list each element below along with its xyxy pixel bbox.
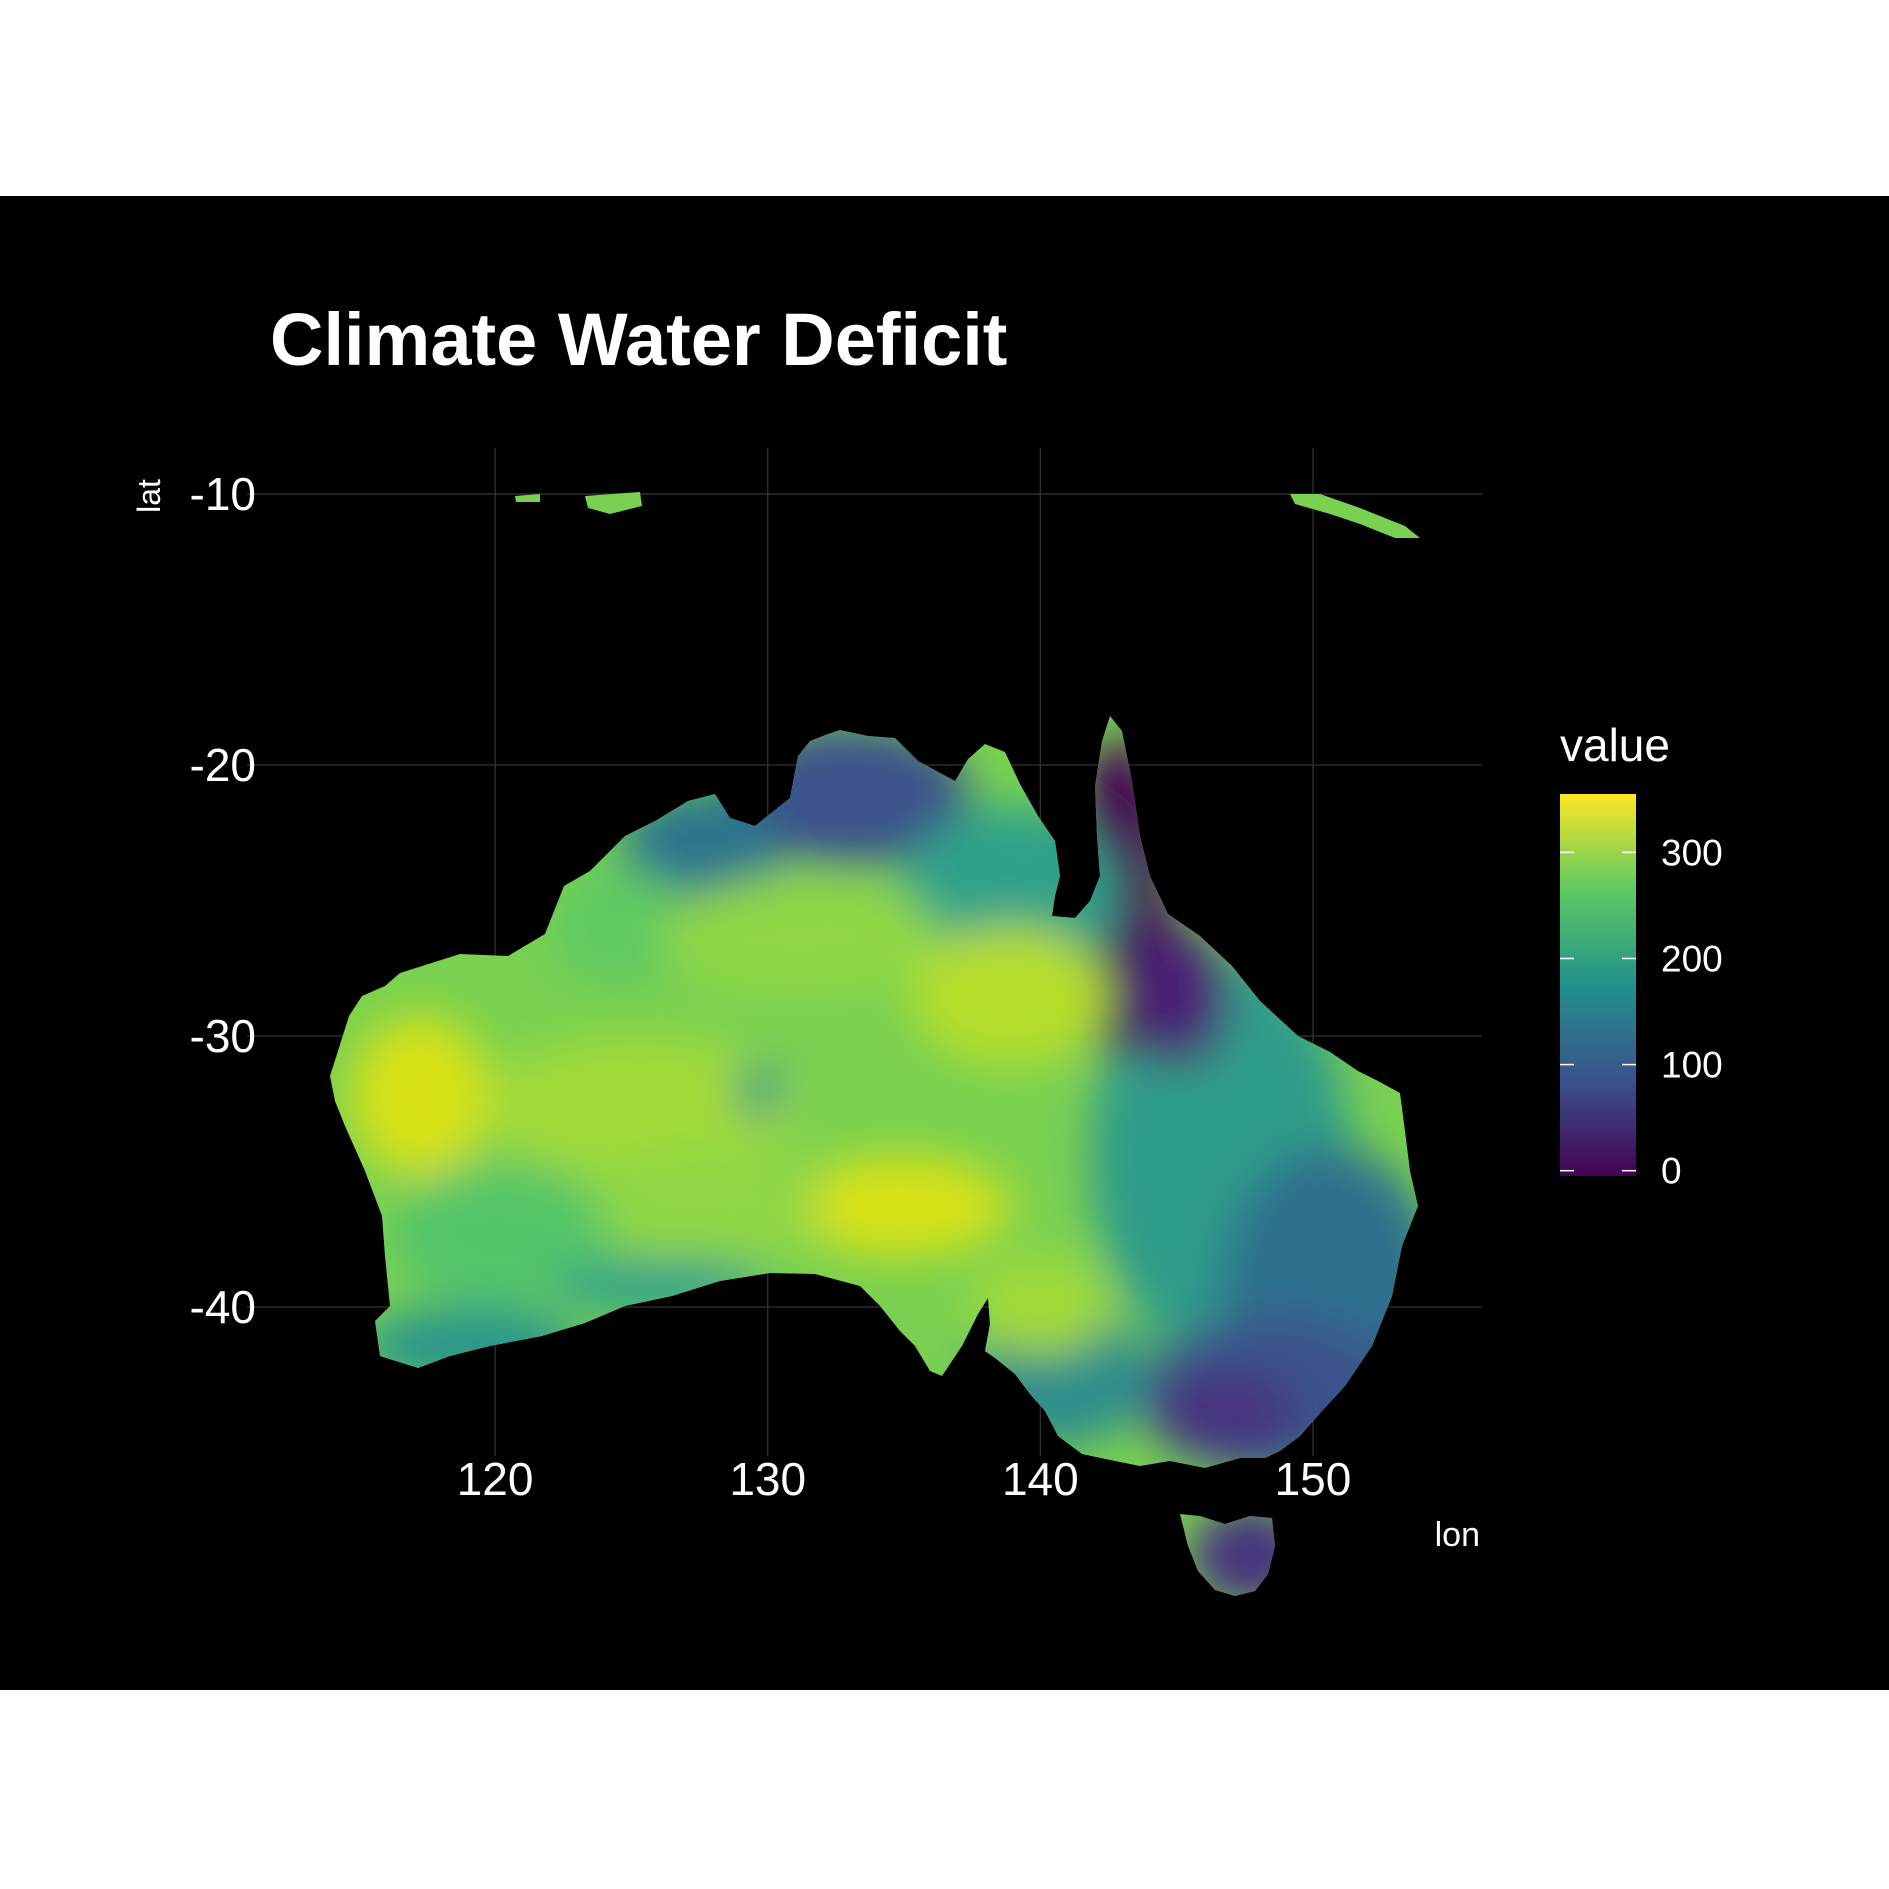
y-tick-label: -20 xyxy=(190,739,256,791)
colorbar-tick-label: 0 xyxy=(1661,1151,1682,1192)
x-tick-label: 130 xyxy=(729,1453,806,1505)
colorbar-tick-label: 200 xyxy=(1661,938,1723,979)
chart-title: Climate Water Deficit xyxy=(270,298,1007,381)
x-tick-label: 120 xyxy=(457,1453,534,1505)
x-axis-label: lon xyxy=(1435,1516,1480,1554)
map-chart: Climate Water Deficit lat lon 120 130 140 1… xyxy=(131,298,1723,1596)
legend: value 0 100 200 300 xyxy=(1560,719,1723,1192)
y-tick-labels: -10 -20 -30 -40 xyxy=(190,468,256,1333)
colorbar-tick-label: 300 xyxy=(1661,832,1723,873)
y-tick-label: -10 xyxy=(190,468,256,520)
plot-panel: Climate Water Deficit lat lon 120 130 140 1… xyxy=(0,196,1889,1690)
x-tick-label: 150 xyxy=(1275,1453,1352,1505)
x-tick-label: 140 xyxy=(1002,1453,1079,1505)
colorbar-ticks: 0 100 200 300 xyxy=(1560,832,1723,1192)
legend-title: value xyxy=(1560,719,1670,771)
y-tick-label: -40 xyxy=(190,1281,256,1333)
y-tick-label: -30 xyxy=(190,1010,256,1062)
y-axis-label: lat xyxy=(131,479,167,513)
colorbar xyxy=(1560,794,1636,1176)
x-tick-labels: 120 130 140 150 xyxy=(457,1453,1352,1505)
colorbar-tick-label: 100 xyxy=(1661,1045,1723,1086)
